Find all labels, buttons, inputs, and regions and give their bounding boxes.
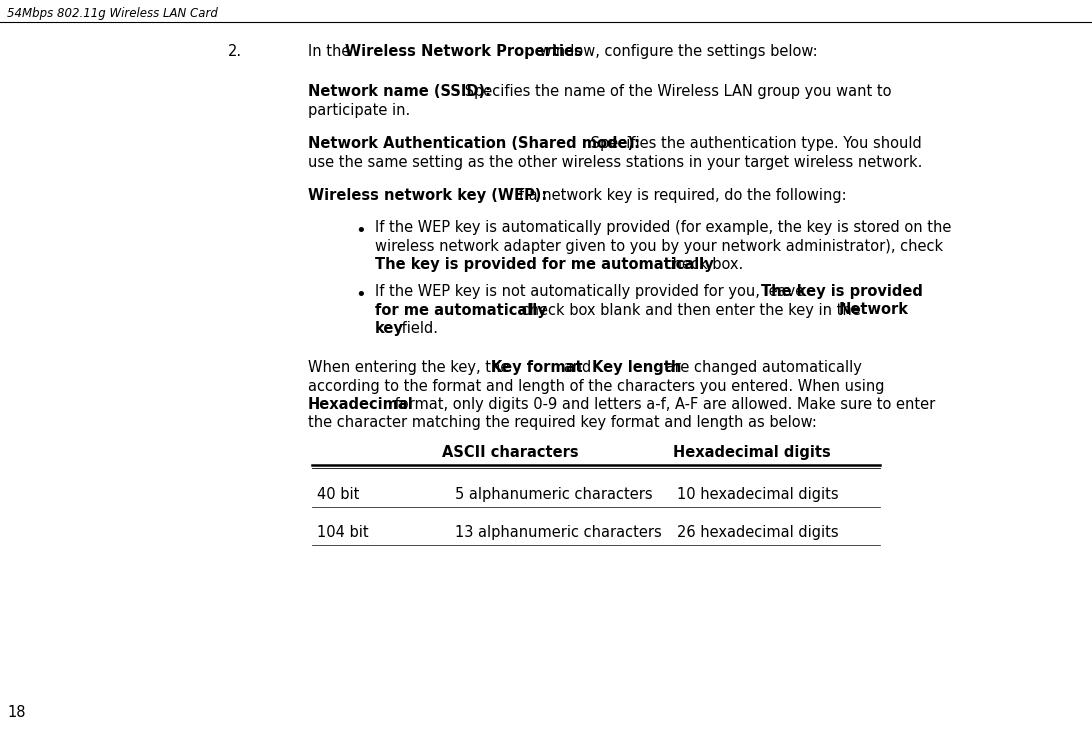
Text: window, configure the settings below:: window, configure the settings below: [535,44,818,59]
Text: In the: In the [308,44,355,59]
Text: The key is provided: The key is provided [761,284,923,299]
Text: wireless network adapter given to you by your network administrator), check: wireless network adapter given to you by… [375,238,943,253]
Text: Wireless Network Properties: Wireless Network Properties [345,44,583,59]
Text: Network Authentication (Shared mode):: Network Authentication (Shared mode): [308,136,640,151]
Text: Specifies the name of the Wireless LAN group you want to: Specifies the name of the Wireless LAN g… [460,84,891,99]
Text: 18: 18 [7,705,25,720]
Text: format, only digits 0-9 and letters a-f, A-F are allowed. Make sure to enter: format, only digits 0-9 and letters a-f,… [390,397,935,412]
Text: Wireless network key (WEP):: Wireless network key (WEP): [308,188,547,203]
Text: participate in.: participate in. [308,103,411,117]
Text: •: • [355,286,366,304]
Text: use the same setting as the other wireless stations in your target wireless netw: use the same setting as the other wirele… [308,154,923,170]
Text: the character matching the required key format and length as below:: the character matching the required key … [308,415,817,430]
Text: for me automatically: for me automatically [375,303,547,317]
Text: If a network key is required, do the following:: If a network key is required, do the fol… [510,188,846,203]
Text: field.: field. [397,321,438,336]
Text: Network: Network [839,303,909,317]
Text: 5 alphanumeric characters: 5 alphanumeric characters [455,487,653,502]
Text: 40 bit: 40 bit [317,487,359,502]
Text: 10 hexadecimal digits: 10 hexadecimal digits [677,487,839,502]
Text: and: and [559,360,596,375]
Text: 104 bit: 104 bit [317,525,369,540]
Text: When entering the key, the: When entering the key, the [308,360,514,375]
Text: are changed automatically: are changed automatically [661,360,862,375]
Text: Network name (SSID):: Network name (SSID): [308,84,491,99]
Text: •: • [355,222,366,240]
Text: key: key [375,321,404,336]
Text: check box.: check box. [660,257,744,272]
Text: Specifies the authentication type. You should: Specifies the authentication type. You s… [586,136,922,151]
Text: Hexadecimal digits: Hexadecimal digits [673,445,831,460]
Text: 2.: 2. [228,44,242,59]
Text: Hexadecimal: Hexadecimal [308,397,414,412]
Text: ASCII characters: ASCII characters [441,445,579,460]
Text: according to the format and length of the characters you entered. When using: according to the format and length of th… [308,379,885,393]
Text: check box blank and then enter the key in the: check box blank and then enter the key i… [517,303,865,317]
Text: If the WEP key is not automatically provided for you, leave: If the WEP key is not automatically prov… [375,284,809,299]
Text: 54Mbps 802.11g Wireless LAN Card: 54Mbps 802.11g Wireless LAN Card [7,7,218,20]
Text: 13 alphanumeric characters: 13 alphanumeric characters [455,525,662,540]
Text: 26 hexadecimal digits: 26 hexadecimal digits [677,525,839,540]
Text: The key is provided for me automatically: The key is provided for me automatically [375,257,714,272]
Text: Key format: Key format [491,360,583,375]
Text: Key length: Key length [592,360,681,375]
Text: If the WEP key is automatically provided (for example, the key is stored on the: If the WEP key is automatically provided… [375,220,951,235]
